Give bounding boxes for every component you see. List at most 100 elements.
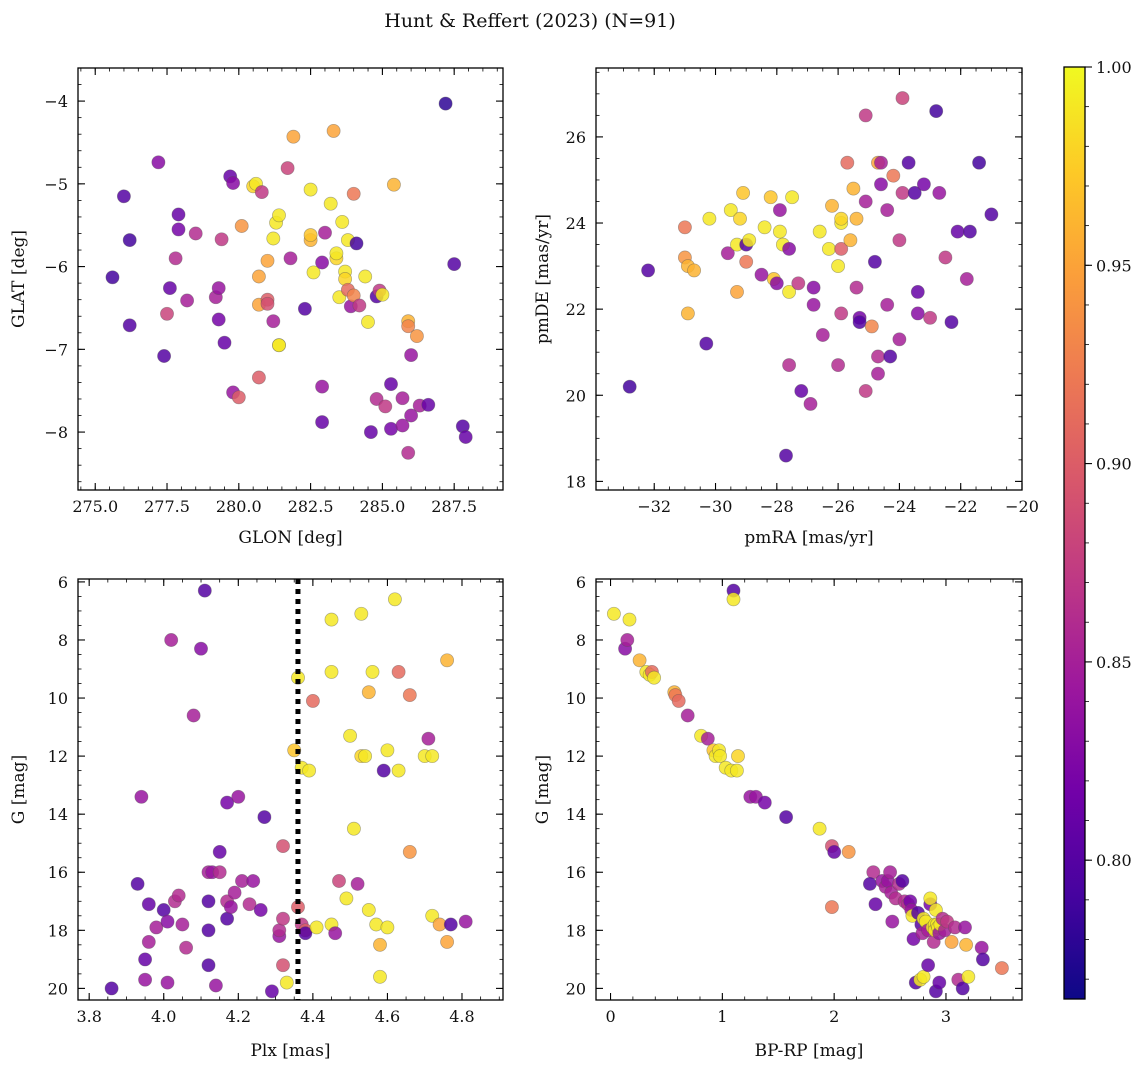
plx_g-point — [134, 789, 149, 804]
pm-point — [858, 384, 873, 398]
plx-g-points — [104, 583, 473, 999]
pm-point — [843, 233, 858, 248]
pm-point — [831, 259, 846, 274]
pm-point — [815, 328, 830, 342]
cmd-point — [824, 900, 839, 915]
glon_glat-point — [409, 329, 424, 344]
plx_g-point — [402, 844, 417, 859]
colorbar-tick-label: 0.90 — [1096, 455, 1132, 474]
cmd-point — [974, 940, 989, 955]
plx_g-point — [391, 763, 406, 778]
plx_g-point — [440, 653, 455, 668]
plx_g-point — [141, 897, 156, 912]
glon_glat-point — [272, 338, 286, 353]
pm-point — [880, 297, 895, 312]
cmd-ytick-label: 6 — [576, 573, 586, 592]
glon_glat-point — [260, 253, 275, 268]
pm-point — [846, 181, 861, 196]
pm-point — [782, 284, 797, 299]
pm-point — [757, 220, 772, 235]
plx_g-xtick-label: 4.0 — [151, 1007, 176, 1026]
pm-point — [871, 366, 885, 381]
cmd-ytick-label: 14 — [566, 805, 586, 824]
pm-xlabel: pmRA [mas/yr] — [744, 528, 873, 548]
pm-point — [867, 254, 882, 269]
pm-ticks: −32 −30 −28 −26 −24 −22 −20 18 20 22 24 26 — [566, 68, 1039, 516]
glon_glat-point — [404, 348, 419, 363]
glon_glat-point — [297, 301, 312, 316]
plx_g-ytick-label: 16 — [48, 863, 68, 882]
plx_g-point — [212, 844, 227, 859]
plx_g-point — [302, 763, 317, 778]
plx_g-point — [354, 606, 369, 621]
pm-point — [720, 246, 735, 261]
glon_glat-point — [122, 233, 137, 248]
pm-point — [791, 276, 806, 291]
cmd-point — [961, 969, 976, 984]
glon_glat-point — [395, 391, 410, 406]
cmd-xtick-label: 0 — [605, 1007, 615, 1026]
pm-point — [736, 185, 751, 200]
plx_g-point — [350, 876, 365, 891]
pm-point — [699, 336, 714, 351]
plx_g-ytick-label: 18 — [48, 921, 68, 940]
plx_g-point — [179, 940, 194, 955]
plx_g-xtick-label: 4.6 — [375, 1007, 400, 1026]
glon_glat-point — [251, 370, 266, 385]
plx_g-point — [220, 795, 235, 810]
pm-point — [874, 155, 888, 170]
colorbar: 0.80 0.85 0.90 0.95 1.00 — [1063, 58, 1132, 1000]
glon_glat-point — [363, 425, 378, 440]
glon_glat-point — [116, 189, 131, 204]
plx_g-ytick-label: 14 — [48, 805, 68, 824]
pm-point — [754, 267, 769, 282]
pm-point — [944, 315, 959, 330]
panel-glon-glat: 275.0 277.5 280.0 282.5 285.0 287.5 −8 −7 −6 −5 −4… — [9, 67, 504, 548]
plx_g-point — [373, 969, 387, 984]
pm-point — [886, 168, 901, 183]
pm-point — [932, 185, 947, 200]
plx_g-point — [149, 920, 164, 935]
pm-point — [782, 358, 797, 373]
pm-xtick-label: −30 — [699, 497, 733, 516]
plx_g-point — [175, 917, 190, 932]
plx_g-point — [425, 749, 440, 764]
glon_glat-point — [168, 251, 183, 266]
glon_glat-point — [318, 225, 332, 240]
glon_glat-point — [315, 415, 330, 430]
glon_glat-point — [180, 293, 195, 308]
pm-point — [874, 177, 888, 192]
plx_g-xtick-label: 4.2 — [226, 1007, 251, 1026]
glon_glat-ytick-label: −5 — [44, 175, 68, 194]
pm-point — [687, 263, 702, 278]
plx_g-point — [387, 592, 402, 607]
pm-xtick-label: −20 — [1005, 497, 1039, 516]
glon_glat-point — [251, 269, 266, 284]
cmd-point — [757, 795, 772, 810]
plx_g-point — [361, 685, 376, 700]
plx_g-point — [138, 972, 153, 987]
colorbar-ticks: 0.80 0.85 0.90 0.95 1.00 — [1085, 58, 1132, 980]
colorbar-gradient — [1064, 67, 1085, 999]
pm-ylabel: pmDE [mas/yr] — [533, 214, 553, 344]
pm-ytick-label: 20 — [566, 386, 586, 405]
cmd-point — [632, 653, 647, 668]
cmd-point — [779, 810, 794, 825]
pm-point — [972, 155, 987, 170]
pm-point — [834, 306, 849, 321]
pm-points — [622, 91, 999, 463]
plx_g-point — [373, 937, 387, 952]
pm-point — [962, 224, 977, 239]
plx_g-point — [402, 688, 417, 703]
glon_glat-point — [122, 318, 137, 333]
glon-glat-xlabel: GLON [deg] — [238, 528, 342, 548]
plx_g-point — [201, 894, 216, 909]
pm-xtick-label: −26 — [821, 497, 855, 516]
cmd-point — [620, 633, 635, 647]
glon_glat-point — [160, 306, 174, 321]
pm-point — [950, 224, 965, 239]
plx_g-point — [194, 641, 208, 656]
cmd-point — [916, 969, 931, 984]
plx_g-point — [358, 749, 373, 764]
pm-ytick-label: 18 — [566, 472, 586, 491]
